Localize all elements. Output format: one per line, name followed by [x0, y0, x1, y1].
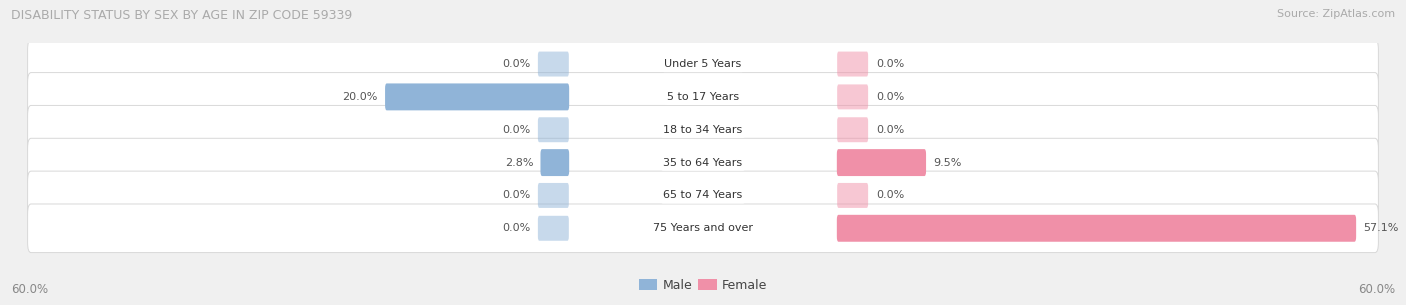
Text: 0.0%: 0.0% — [502, 223, 530, 233]
FancyBboxPatch shape — [28, 204, 1378, 253]
Text: 35 to 64 Years: 35 to 64 Years — [664, 158, 742, 167]
FancyBboxPatch shape — [837, 215, 1357, 242]
FancyBboxPatch shape — [28, 171, 1378, 220]
FancyBboxPatch shape — [28, 106, 1378, 154]
Text: 60.0%: 60.0% — [11, 283, 48, 296]
Text: 2.8%: 2.8% — [505, 158, 533, 167]
Text: Under 5 Years: Under 5 Years — [665, 59, 741, 69]
FancyBboxPatch shape — [540, 149, 569, 176]
FancyBboxPatch shape — [538, 117, 569, 142]
FancyBboxPatch shape — [28, 138, 1378, 187]
FancyBboxPatch shape — [538, 52, 569, 77]
Text: 0.0%: 0.0% — [502, 59, 530, 69]
FancyBboxPatch shape — [28, 40, 1378, 88]
Text: 0.0%: 0.0% — [502, 190, 530, 200]
Text: 0.0%: 0.0% — [876, 92, 904, 102]
Text: 0.0%: 0.0% — [502, 125, 530, 135]
Text: 20.0%: 20.0% — [342, 92, 378, 102]
FancyBboxPatch shape — [837, 84, 868, 109]
Legend: Male, Female: Male, Female — [634, 274, 772, 297]
FancyBboxPatch shape — [538, 216, 569, 241]
Text: 5 to 17 Years: 5 to 17 Years — [666, 92, 740, 102]
FancyBboxPatch shape — [837, 117, 868, 142]
Text: 0.0%: 0.0% — [876, 190, 904, 200]
Text: 0.0%: 0.0% — [876, 59, 904, 69]
Text: 75 Years and over: 75 Years and over — [652, 223, 754, 233]
Text: 18 to 34 Years: 18 to 34 Years — [664, 125, 742, 135]
FancyBboxPatch shape — [538, 183, 569, 208]
Text: 0.0%: 0.0% — [876, 125, 904, 135]
Text: 9.5%: 9.5% — [934, 158, 962, 167]
Text: 60.0%: 60.0% — [1358, 283, 1395, 296]
FancyBboxPatch shape — [28, 73, 1378, 121]
Text: Source: ZipAtlas.com: Source: ZipAtlas.com — [1277, 9, 1395, 19]
FancyBboxPatch shape — [837, 149, 927, 176]
Text: 65 to 74 Years: 65 to 74 Years — [664, 190, 742, 200]
Text: DISABILITY STATUS BY SEX BY AGE IN ZIP CODE 59339: DISABILITY STATUS BY SEX BY AGE IN ZIP C… — [11, 9, 353, 22]
FancyBboxPatch shape — [837, 52, 868, 77]
Text: 57.1%: 57.1% — [1364, 223, 1399, 233]
FancyBboxPatch shape — [385, 84, 569, 110]
FancyBboxPatch shape — [837, 183, 868, 208]
